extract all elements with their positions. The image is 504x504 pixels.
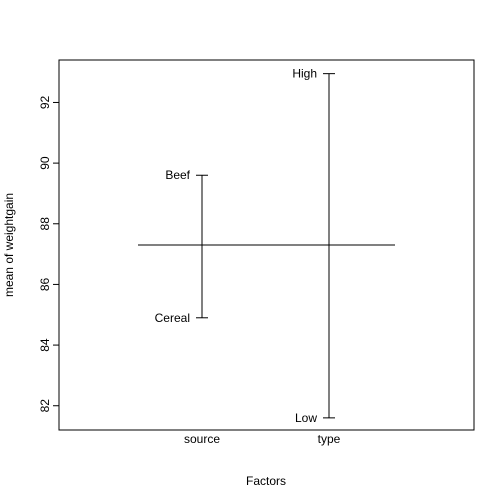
level-label: Cereal: [155, 311, 190, 325]
y-tick-label: 90: [38, 156, 52, 170]
x-tick-label: type: [318, 432, 341, 446]
x-axis-label: Factors: [246, 474, 286, 488]
x-tick-label: source: [184, 432, 220, 446]
y-axis: 82 84 86 88 90 92: [38, 95, 59, 412]
y-tick-label: 86: [38, 277, 52, 291]
y-tick-label: 88: [38, 217, 52, 231]
y-tick-label: 92: [38, 95, 52, 109]
level-label: Beef: [165, 168, 190, 182]
level-label: High: [292, 67, 317, 81]
x-axis: source type: [184, 432, 341, 446]
plot-frame: [58, 59, 475, 431]
y-tick-label: 82: [38, 399, 52, 413]
y-tick-label: 84: [38, 338, 52, 352]
y-axis-label: mean of weightgain: [2, 193, 16, 297]
factor-lines: Beef Cereal High Low: [155, 67, 335, 425]
level-label: Low: [295, 411, 317, 425]
